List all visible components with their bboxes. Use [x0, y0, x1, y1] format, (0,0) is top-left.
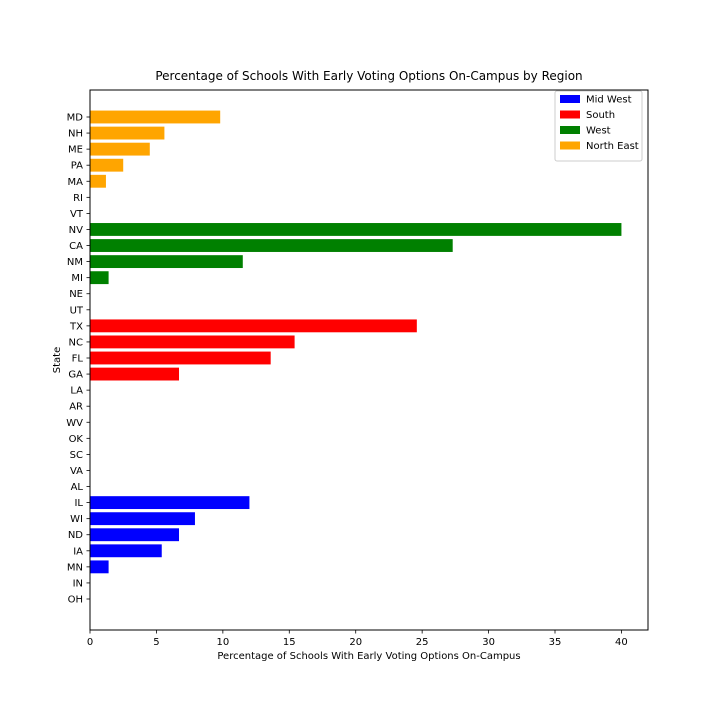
bar-tx	[90, 319, 417, 333]
y-tick-label: SC	[70, 450, 83, 461]
legend-swatch	[560, 110, 580, 119]
bar-mn	[90, 560, 109, 574]
bar-nh	[90, 126, 165, 140]
bar-nv	[90, 223, 622, 236]
y-tick-label: RI	[73, 193, 83, 204]
bar-fl	[90, 351, 271, 365]
y-tick-label: VA	[70, 466, 83, 477]
bars-layer	[90, 110, 622, 574]
y-tick-label: LA	[70, 386, 83, 397]
y-tick-label: NC	[69, 337, 83, 348]
bar-nm	[90, 255, 243, 269]
y-tick-label: MI	[71, 273, 83, 284]
y-tick-label: NH	[68, 129, 83, 140]
y-tick-label: MA	[68, 177, 84, 188]
y-tick-label: GA	[68, 370, 83, 381]
y-tick-label: AL	[71, 482, 84, 493]
x-tick-label: 10	[216, 637, 229, 648]
y-tick-label: ND	[68, 530, 83, 541]
legend-swatch	[560, 141, 580, 150]
legend: Mid West South West North East	[554, 90, 643, 162]
y-tick-label: OH	[68, 595, 83, 606]
legend-label: South	[586, 110, 615, 121]
y-tick-label: PA	[71, 161, 83, 172]
bar-nc	[90, 335, 295, 349]
y-tick-label: ME	[68, 145, 83, 156]
bar-nd	[90, 528, 180, 542]
plot-frame	[89, 89, 649, 631]
y-tick-label: WI	[70, 514, 83, 525]
x-tick-label: 40	[615, 637, 628, 648]
y-tick-label: AR	[69, 402, 83, 413]
y-tick-label: NE	[69, 289, 83, 300]
bar-ia	[90, 544, 162, 558]
x-axis-label: Percentage of Schools With Early Voting …	[217, 651, 520, 662]
legend-label: West	[586, 126, 611, 137]
y-tick-label: UT	[70, 305, 84, 316]
x-tick-label: 25	[416, 637, 429, 648]
x-tick-label: 35	[549, 637, 562, 648]
legend-label: Mid West	[586, 95, 632, 106]
bar-md	[90, 110, 221, 124]
legend-label: North East	[586, 141, 639, 152]
y-tick-label: NV	[69, 225, 83, 236]
y-axis-ticks: OH IN MN IA ND WI IL AL VA SC OK WV AR LA GA FL NC TX UT NE…	[66, 113, 90, 606]
y-tick-label: IL	[74, 498, 83, 509]
y-tick-label: FL	[72, 354, 84, 365]
x-tick-label: 0	[87, 637, 93, 648]
bar-wi	[90, 512, 195, 526]
bar-me	[90, 142, 150, 156]
y-tick-label: WV	[66, 418, 83, 429]
bar-ca	[90, 239, 453, 252]
y-tick-label: NM	[67, 257, 83, 268]
bar-ga	[90, 367, 180, 381]
y-tick-label: IA	[73, 546, 83, 557]
x-axis-ticks: 0 5 10 15 20 25 30 35 40	[87, 630, 628, 648]
y-axis-label: State	[52, 347, 63, 373]
y-tick-label: TX	[69, 321, 83, 332]
legend-swatch	[560, 95, 580, 103]
bar-ma	[90, 174, 106, 188]
bar-il	[90, 496, 250, 510]
legend-swatch	[560, 126, 580, 134]
y-tick-label: IN	[73, 578, 83, 589]
y-tick-label: VT	[70, 209, 84, 220]
x-tick-label: 20	[349, 637, 362, 648]
y-tick-label: OK	[69, 434, 84, 445]
y-tick-label: CA	[69, 241, 83, 252]
bar-pa	[90, 158, 124, 172]
x-tick-label: 5	[153, 637, 159, 648]
chart-title: Percentage of Schools With Early Voting …	[155, 69, 582, 83]
x-tick-label: 15	[283, 637, 296, 648]
y-tick-label: MD	[67, 113, 84, 124]
y-tick-label: MN	[67, 562, 83, 573]
bar-mi	[90, 271, 109, 285]
x-tick-label: 30	[482, 637, 495, 648]
